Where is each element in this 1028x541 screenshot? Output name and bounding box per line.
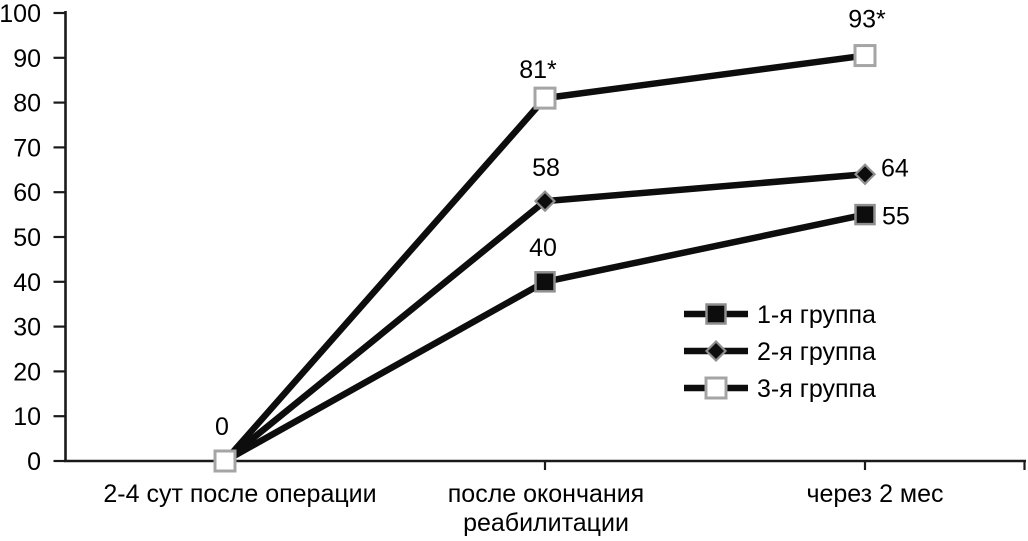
y-tick-label: 40 <box>13 269 41 297</box>
series-3-marker <box>533 86 557 110</box>
series-2-marker <box>853 163 877 186</box>
category-label: через 2 мес <box>806 480 943 508</box>
y-tick-label: 90 <box>13 45 41 73</box>
legend-marker <box>705 303 727 325</box>
point-label: 58 <box>532 154 560 182</box>
legend-marker <box>704 376 728 400</box>
legend-label: 1-я группа <box>757 301 876 329</box>
category-label: реабилитации <box>463 509 629 537</box>
y-tick-label: 100 <box>0 0 41 28</box>
y-tick-label: 50 <box>13 224 41 252</box>
y-tick-label: 70 <box>13 134 41 162</box>
y-tick-label: 80 <box>13 90 41 118</box>
series-1-marker <box>854 203 876 226</box>
point-label: 64 <box>881 154 909 182</box>
y-tick-label: 60 <box>13 179 41 207</box>
y-tick-label: 30 <box>13 314 41 342</box>
series-2-marker <box>533 190 557 213</box>
point-label: 0 <box>215 413 229 441</box>
y-tick-label: 10 <box>13 403 41 431</box>
series-3-marker <box>853 44 877 68</box>
legend-label: 2-я группа <box>757 338 876 366</box>
legend-marker <box>704 339 728 363</box>
point-label: 93* <box>848 6 886 34</box>
category-label: 2-4 сут после операции <box>103 480 376 508</box>
y-tick-label: 20 <box>13 358 41 386</box>
series-3-marker <box>213 449 237 473</box>
y-tick-label: 0 <box>27 448 41 476</box>
legend-label: 3-я группа <box>757 375 876 403</box>
point-label: 55 <box>882 203 910 231</box>
series-1-marker <box>534 271 556 293</box>
point-label: 40 <box>529 234 557 262</box>
point-label: 81* <box>519 56 557 84</box>
category-label: после окончания <box>448 480 644 508</box>
